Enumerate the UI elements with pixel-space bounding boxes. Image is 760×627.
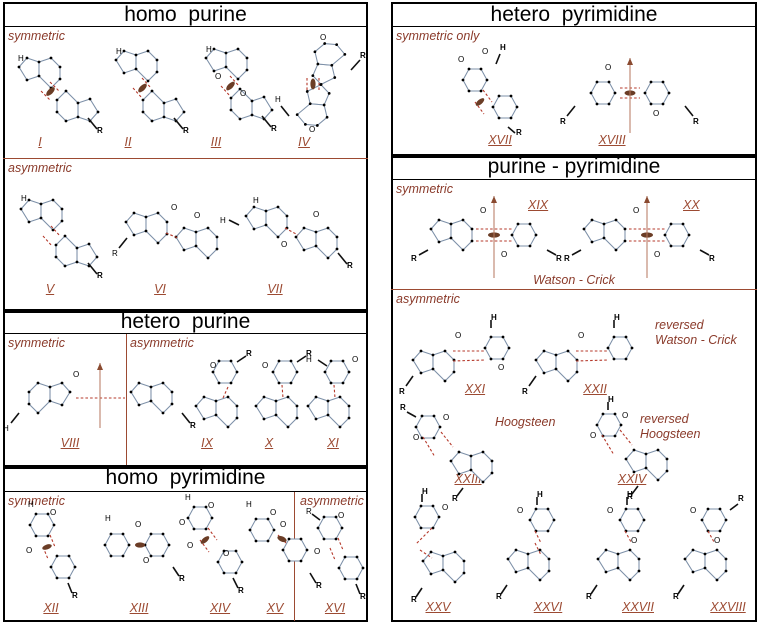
svg-text:O: O: [480, 206, 486, 215]
svg-text:H: H: [537, 490, 543, 499]
svg-text:H: H: [105, 514, 111, 523]
svg-text:R: R: [72, 591, 78, 600]
svg-text:H: H: [206, 45, 212, 54]
svg-text:O: O: [517, 506, 523, 515]
svg-text:O: O: [194, 211, 200, 220]
svg-text:R: R: [97, 271, 103, 280]
svg-text:R: R: [693, 117, 699, 126]
svg-text:O: O: [590, 431, 596, 440]
svg-text:H: H: [627, 490, 633, 499]
svg-text:O: O: [223, 549, 229, 558]
svg-text:R: R: [516, 128, 522, 137]
svg-text:O: O: [498, 363, 504, 372]
svg-text:O: O: [240, 89, 246, 98]
svg-text:R: R: [564, 254, 570, 263]
svg-text:O: O: [338, 511, 344, 520]
svg-text:O: O: [262, 361, 268, 370]
svg-text:O: O: [413, 433, 419, 442]
svg-text:H: H: [220, 216, 226, 225]
svg-text:H: H: [28, 500, 34, 509]
svg-text:O: O: [270, 508, 276, 517]
svg-text:H: H: [18, 54, 24, 63]
svg-text:O: O: [633, 206, 639, 215]
svg-text:O: O: [280, 520, 286, 529]
svg-text:R: R: [738, 494, 744, 503]
svg-text:O: O: [208, 501, 214, 510]
svg-text:O: O: [443, 413, 449, 422]
svg-text:O: O: [653, 109, 659, 118]
svg-text:O: O: [26, 546, 32, 555]
svg-text:H: H: [3, 424, 9, 433]
svg-text:H: H: [422, 487, 428, 496]
svg-text:R: R: [112, 249, 118, 258]
svg-text:O: O: [654, 250, 660, 259]
svg-text:R: R: [360, 51, 366, 60]
svg-text:O: O: [73, 370, 79, 379]
svg-text:O: O: [714, 536, 720, 545]
svg-text:O: O: [458, 55, 464, 64]
svg-text:O: O: [50, 508, 56, 517]
svg-text:R: R: [399, 387, 405, 396]
svg-text:O: O: [313, 210, 319, 219]
svg-text:O: O: [309, 125, 315, 134]
svg-text:O: O: [501, 250, 507, 259]
svg-text:H: H: [500, 43, 506, 52]
svg-text:R: R: [360, 592, 366, 601]
svg-text:R: R: [411, 254, 417, 263]
svg-text:O: O: [281, 240, 287, 249]
svg-text:O: O: [215, 72, 221, 81]
svg-text:H: H: [275, 95, 281, 104]
svg-text:O: O: [578, 331, 584, 340]
svg-text:O: O: [314, 547, 320, 556]
svg-text:O: O: [187, 541, 193, 550]
svg-text:H: H: [306, 355, 312, 364]
svg-text:O: O: [631, 536, 637, 545]
svg-text:R: R: [496, 592, 502, 601]
svg-text:O: O: [171, 203, 177, 212]
svg-text:H: H: [185, 493, 191, 502]
svg-text:O: O: [143, 556, 149, 565]
svg-text:R: R: [586, 592, 592, 601]
svg-text:O: O: [352, 355, 358, 364]
svg-text:R: R: [411, 595, 417, 604]
svg-text:O: O: [607, 506, 613, 515]
svg-text:O: O: [622, 411, 628, 420]
svg-text:O: O: [442, 503, 448, 512]
svg-text:R: R: [306, 507, 312, 516]
svg-text:R: R: [709, 254, 715, 263]
svg-text:H: H: [246, 500, 252, 509]
svg-text:R: R: [522, 387, 528, 396]
svg-text:O: O: [605, 63, 611, 72]
svg-text:R: R: [560, 117, 566, 126]
svg-text:O: O: [690, 506, 696, 515]
svg-text:R: R: [556, 254, 562, 263]
svg-text:H: H: [21, 194, 27, 203]
svg-text:O: O: [482, 47, 488, 56]
svg-text:R: R: [347, 261, 353, 270]
svg-text:H: H: [614, 313, 620, 322]
svg-text:O: O: [455, 331, 461, 340]
svg-text:O: O: [135, 520, 141, 529]
svg-text:O: O: [320, 33, 326, 42]
svg-text:R: R: [673, 592, 679, 601]
svg-text:R: R: [400, 403, 406, 412]
svg-text:H: H: [608, 395, 614, 404]
svg-text:H: H: [116, 47, 122, 56]
svg-text:H: H: [253, 196, 259, 205]
svg-text:H: H: [491, 313, 497, 322]
svg-text:O: O: [210, 361, 216, 370]
